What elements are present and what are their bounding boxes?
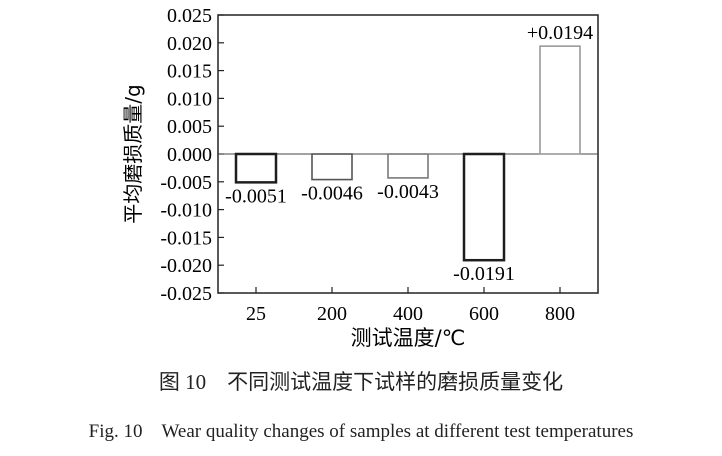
bar-600 xyxy=(462,152,506,262)
bar-25 xyxy=(234,152,278,184)
x-tick-label: 600 xyxy=(469,303,499,325)
bar-400 xyxy=(387,153,429,179)
y-tick-label: -0.005 xyxy=(160,172,212,194)
figure-caption-english: Fig. 10 Wear quality changes of samples … xyxy=(88,421,634,442)
x-axis-label: 测试温度/℃ xyxy=(351,326,466,350)
y-tick-label: -0.010 xyxy=(160,200,212,222)
y-axis-label: 平均磨损质量/g xyxy=(121,84,145,223)
y-tick-label: 0.000 xyxy=(167,144,212,166)
y-tick-label: 0.020 xyxy=(167,33,212,55)
data-label-600: -0.0191 xyxy=(453,263,515,285)
bar-800 xyxy=(539,45,581,155)
data-label-200: -0.0046 xyxy=(301,183,363,205)
data-label-25: -0.0051 xyxy=(225,185,287,207)
data-label-800: +0.0194 xyxy=(527,22,593,44)
x-tick-label: 400 xyxy=(393,303,423,325)
figure-caption-chinese: 图 10 不同测试温度下试样的磨损质量变化 xyxy=(158,370,564,394)
y-tick-label: -0.020 xyxy=(160,255,212,277)
x-tick-label: 200 xyxy=(317,303,347,325)
bar-chart: 0.025 0.020 0.015 0.010 0.005 0.000 -0.005 -0.0… xyxy=(121,5,599,350)
y-tick-label: 0.010 xyxy=(167,88,212,110)
y-tick-label: -0.025 xyxy=(160,283,212,305)
y-tick-label: 0.005 xyxy=(167,116,212,138)
y-tick-label: 0.015 xyxy=(167,61,212,83)
y-tick-label: -0.015 xyxy=(160,227,212,249)
y-tick-label: 0.025 xyxy=(167,5,212,27)
data-label-400: -0.0043 xyxy=(377,181,439,203)
bar-200 xyxy=(311,153,353,181)
x-tick-label: 800 xyxy=(545,303,575,325)
x-tick-label: 25 xyxy=(246,303,266,325)
